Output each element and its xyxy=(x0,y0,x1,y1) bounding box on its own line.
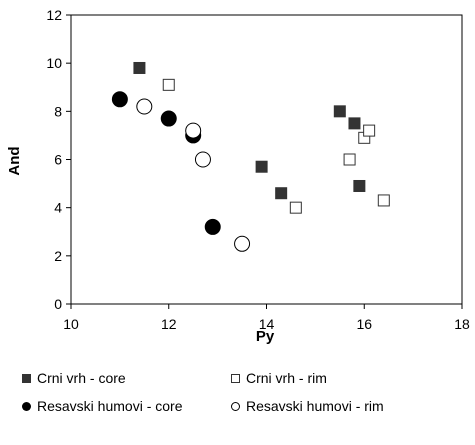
data-points xyxy=(111,61,390,252)
y-tick-label: 8 xyxy=(54,103,62,119)
x-tick-label: 10 xyxy=(63,316,79,332)
x-axis-label: Py xyxy=(256,328,275,345)
y-tick-label: 10 xyxy=(46,55,62,71)
point-crni-vrh-core xyxy=(353,179,366,192)
point-crni-vrh-rim xyxy=(377,194,390,207)
y-axis-label: And xyxy=(6,146,23,175)
point-resavski-humovi-rim xyxy=(136,98,153,115)
y-tick-label: 2 xyxy=(54,248,62,264)
y-axis: 0 2 4 6 8 10 12 xyxy=(46,7,71,312)
filled-circle-icon xyxy=(22,401,31,411)
point-crni-vrh-rim xyxy=(343,153,356,166)
point-resavski-humovi-core xyxy=(160,110,177,127)
legend-item-resavski-humovi-core: Resavski humovi - core xyxy=(22,398,183,414)
point-resavski-humovi-core xyxy=(111,91,128,108)
legend-label: Crni vrh - core xyxy=(37,370,126,386)
x-tick-label: 14 xyxy=(259,316,275,332)
open-circle-icon xyxy=(231,401,240,411)
legend-item-resavski-humovi-rim: Resavski humovi - rim xyxy=(231,398,384,414)
x-axis: 10 12 14 16 18 xyxy=(63,304,470,332)
filled-square-icon xyxy=(22,373,31,383)
legend-label: Resavski humovi - rim xyxy=(246,398,384,414)
point-crni-vrh-core xyxy=(275,187,288,200)
y-tick-label: 12 xyxy=(46,7,62,23)
point-resavski-humovi-core xyxy=(204,218,221,235)
x-tick-label: 16 xyxy=(356,316,372,332)
x-tick-label: 18 xyxy=(454,316,470,332)
point-crni-vrh-core xyxy=(255,160,268,173)
point-crni-vrh-rim xyxy=(289,201,302,214)
point-resavski-humovi-rim xyxy=(234,235,251,252)
open-square-icon xyxy=(231,373,240,383)
legend-item-crni-vrh-core: Crni vrh - core xyxy=(22,370,126,386)
point-crni-vrh-core xyxy=(333,105,346,118)
legend-label: Resavski humovi - core xyxy=(37,398,183,414)
y-tick-label: 4 xyxy=(54,200,62,216)
y-tick-label: 6 xyxy=(54,152,62,168)
legend-item-crni-vrh-rim: Crni vrh - rim xyxy=(231,370,327,386)
y-tick-label: 0 xyxy=(54,296,62,312)
legend-label: Crni vrh - rim xyxy=(246,370,327,386)
point-crni-vrh-core xyxy=(133,61,146,74)
point-crni-vrh-rim xyxy=(162,78,175,91)
point-resavski-humovi-rim xyxy=(194,151,211,168)
point-crni-vrh-core xyxy=(348,117,361,130)
point-crni-vrh-rim xyxy=(363,124,376,137)
point-resavski-humovi-rim xyxy=(185,122,202,139)
x-tick-label: 12 xyxy=(161,316,177,332)
